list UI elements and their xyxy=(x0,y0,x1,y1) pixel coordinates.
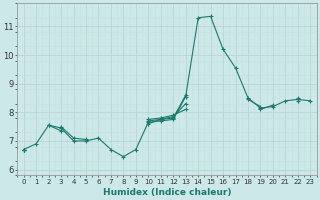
X-axis label: Humidex (Indice chaleur): Humidex (Indice chaleur) xyxy=(103,188,231,197)
